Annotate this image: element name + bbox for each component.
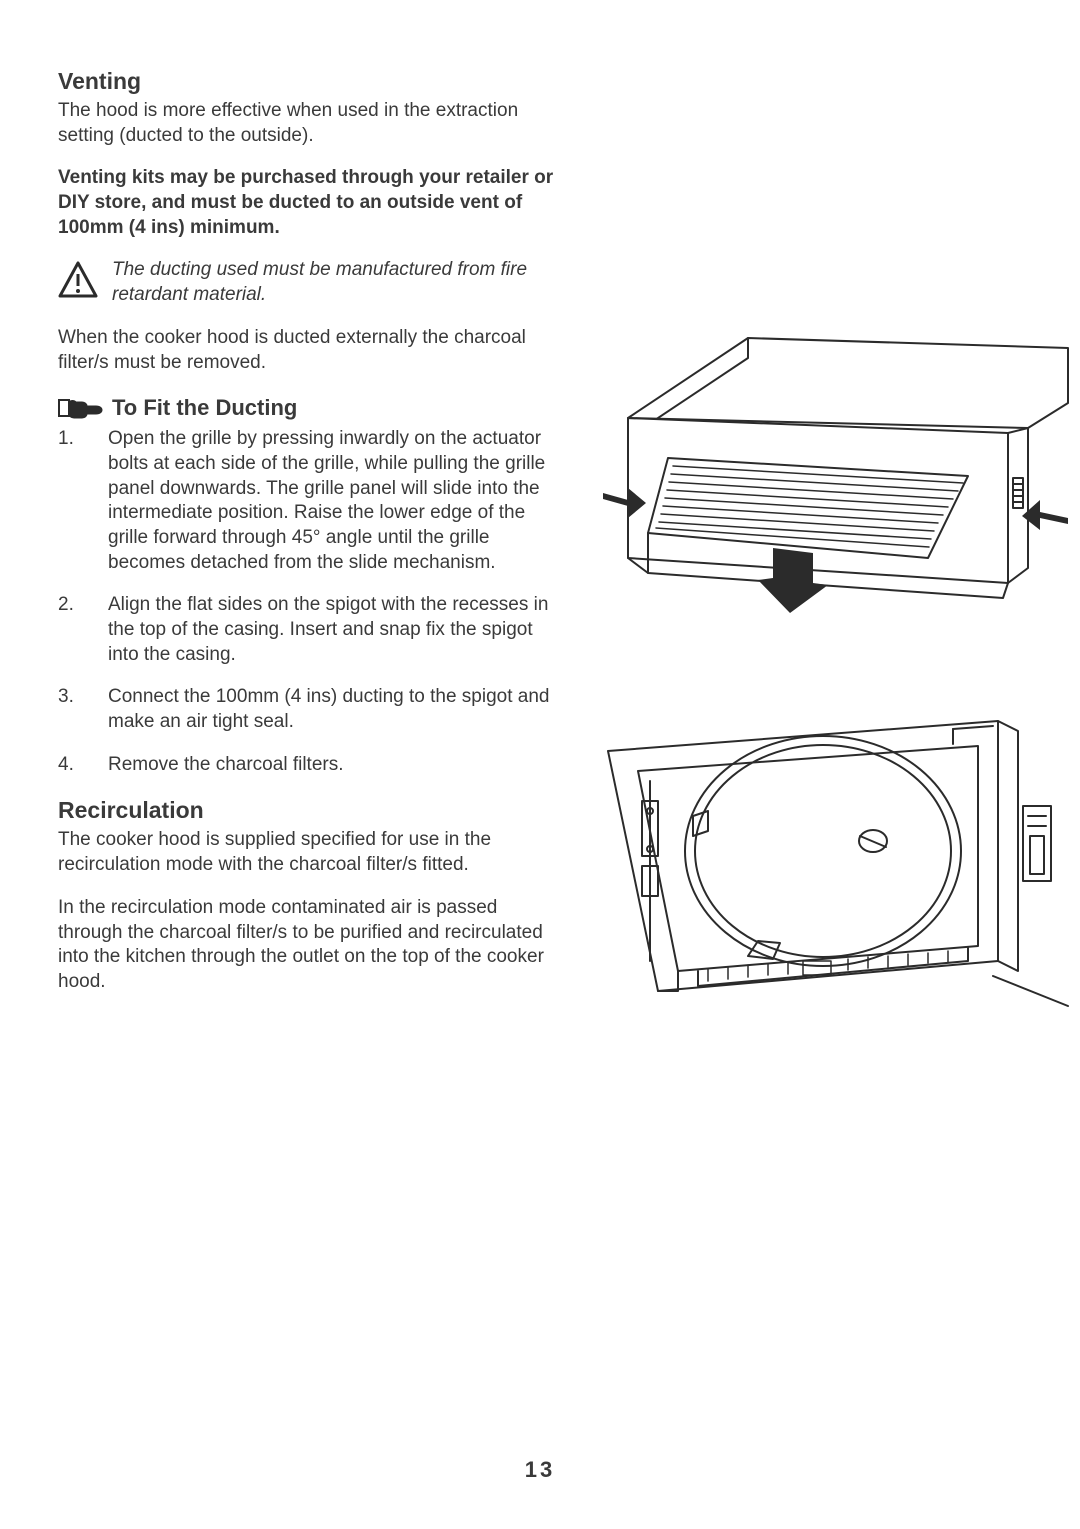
hand-point-icon: [58, 393, 104, 423]
right-column: [598, 68, 1078, 1104]
venting-bold-note: Venting kits may be purchased through yo…: [58, 166, 558, 240]
ducting-steps: Open the grille by pressing inwardly on …: [58, 427, 558, 777]
venting-intro: The hood is more effective when used in …: [58, 99, 558, 148]
step-item: Align the flat sides on the spigot with …: [58, 593, 558, 667]
left-column: Venting The hood is more effective when …: [58, 68, 558, 1104]
heading-recirculation: Recirculation: [58, 797, 558, 824]
step-item: Open the grille by pressing inwardly on …: [58, 427, 558, 575]
warning-block: The ducting used must be manufactured fr…: [58, 258, 558, 307]
venting-note: When the cooker hood is ducted externall…: [58, 326, 558, 375]
diagram-spigot-fan: [598, 711, 1078, 1011]
warning-text: The ducting used must be manufactured fr…: [112, 258, 558, 307]
diagram-grille-open: [598, 328, 1078, 618]
ducting-heading-row: To Fit the Ducting: [58, 393, 558, 423]
step-text: Align the flat sides on the spigot with …: [108, 593, 558, 667]
step-text: Remove the charcoal filters.: [108, 753, 344, 778]
recirc-p2: In the recirculation mode contaminated a…: [58, 896, 558, 995]
recirc-p1: The cooker hood is supplied specified fo…: [58, 828, 558, 877]
subheading-ducting: To Fit the Ducting: [112, 395, 297, 421]
step-item: Connect the 100mm (4 ins) ducting to the…: [58, 685, 558, 734]
step-item: Remove the charcoal filters.: [58, 753, 558, 778]
page-content: Venting The hood is more effective when …: [0, 0, 1080, 1104]
warning-icon: [58, 260, 98, 300]
heading-venting: Venting: [58, 68, 558, 95]
step-text: Connect the 100mm (4 ins) ducting to the…: [108, 685, 558, 734]
step-text: Open the grille by pressing inwardly on …: [108, 427, 558, 575]
page-number: 13: [0, 1457, 1080, 1483]
